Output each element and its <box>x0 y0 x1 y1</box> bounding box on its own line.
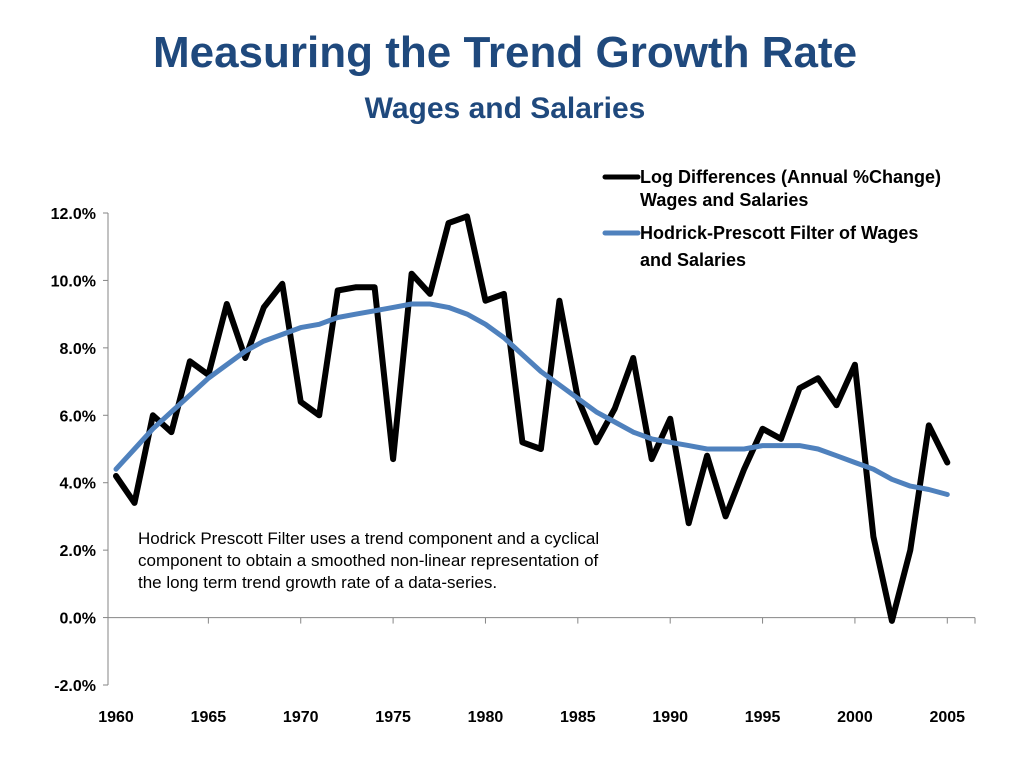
series-line-log-differences <box>113 213 951 624</box>
legend-label: Wages and Salaries <box>640 190 808 210</box>
y-tick-label: 6.0% <box>60 408 96 425</box>
x-tick-label: 1985 <box>560 709 596 726</box>
chart-series <box>113 213 951 624</box>
y-tick-label: 4.0% <box>60 476 96 493</box>
series-line-hp-filter <box>113 301 950 497</box>
legend-label: Log Differences (Annual %Change) <box>640 167 941 187</box>
annotation-line-2: component to obtain a smoothed non-linea… <box>138 551 599 570</box>
legend-label: and Salaries <box>640 250 746 270</box>
chart-title: Measuring the Trend Growth Rate <box>152 28 858 77</box>
legend-label: Hodrick-Prescott Filter of Wages <box>640 223 918 243</box>
x-tick-label: 1990 <box>652 709 688 726</box>
y-tick-label: 8.0% <box>60 341 96 358</box>
x-tick-label: 1995 <box>745 709 781 726</box>
chart-annotation: Hodrick Prescott Filter uses a trend com… <box>138 528 708 594</box>
x-tick-label: 2005 <box>929 709 965 726</box>
annotation-line-1: Hodrick Prescott Filter uses a trend com… <box>138 529 600 548</box>
x-tick-label: 1960 <box>98 709 134 726</box>
y-tick-label: 0.0% <box>60 611 96 628</box>
x-tick-label: 1965 <box>191 709 227 726</box>
y-tick-label: 10.0% <box>51 273 96 290</box>
x-tick-label: 1980 <box>468 709 504 726</box>
chart-legend: Log Differences (Annual %Change) Wages an… <box>602 167 941 270</box>
x-tick-label: 1970 <box>283 709 319 726</box>
annotation-line-3: the long term trend growth rate of a dat… <box>138 573 498 592</box>
y-tick-label: 12.0% <box>51 206 96 223</box>
chart-subtitle: Wages and Salaries <box>364 92 646 125</box>
chart-axes: -2.0% 0.0% 2.0% 4.0% 6.0% 8.0% 10.0% 12.0% 1960 1… <box>51 206 976 726</box>
y-tick-label: -2.0% <box>54 678 96 695</box>
x-tick-label: 2000 <box>837 709 873 726</box>
y-tick-label: 2.0% <box>60 543 96 560</box>
x-tick-label: 1975 <box>375 709 411 726</box>
